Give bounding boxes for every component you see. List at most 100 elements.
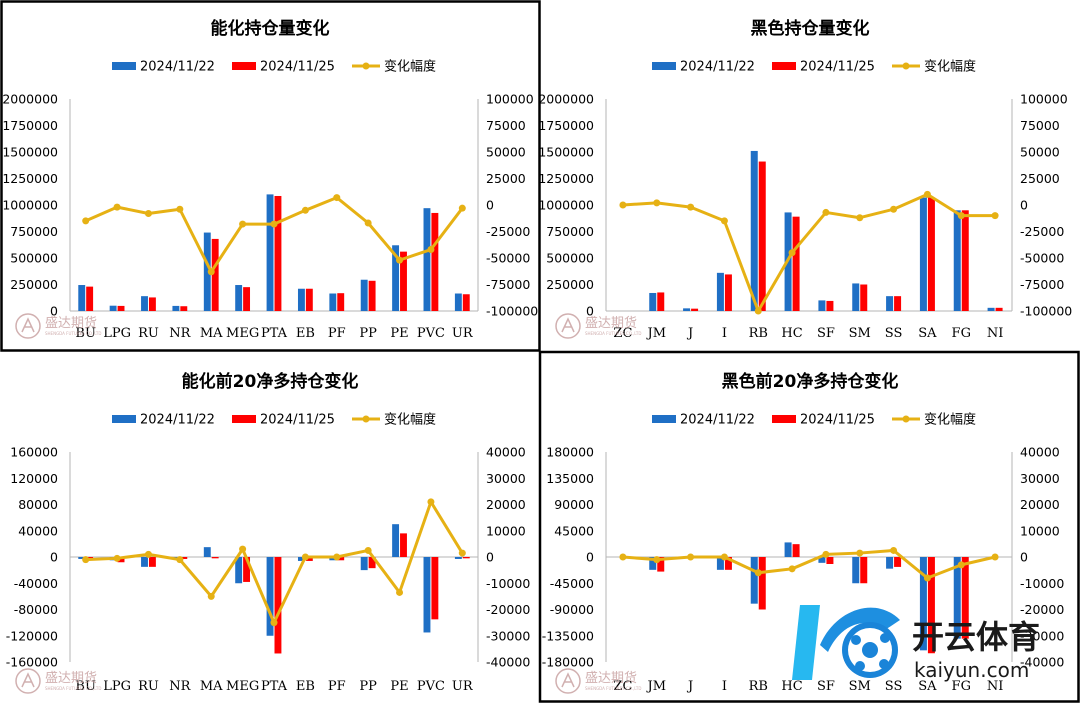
brand-ball-patch-4 bbox=[879, 659, 889, 669]
x-tick-label: LPG bbox=[103, 679, 131, 694]
bar-1-ma bbox=[203, 232, 211, 311]
y-tick-label: 250000 bbox=[546, 277, 594, 292]
bar-2-meg bbox=[243, 287, 251, 311]
bar-1-ru bbox=[141, 557, 148, 567]
bar-2-sm bbox=[860, 557, 868, 584]
bar-1-meg bbox=[235, 557, 243, 584]
y-tick-label: 1500000 bbox=[538, 145, 594, 160]
x-tick-label: NR bbox=[169, 679, 191, 694]
bar-1-ss bbox=[886, 296, 894, 311]
bar-1-sa bbox=[919, 197, 927, 311]
watermark-sub: SHENGDA FUTURES CO.,LTD bbox=[45, 686, 101, 691]
bar-1-pp bbox=[360, 279, 368, 311]
y-tick-label: 40000 bbox=[18, 523, 58, 538]
y2-tick-label: -30000 bbox=[1020, 628, 1064, 643]
bar-1-hc bbox=[784, 542, 792, 557]
legend-swatch-1 bbox=[112, 62, 136, 70]
y2-tick-label: 10000 bbox=[486, 523, 526, 538]
bar-1-ur bbox=[454, 293, 462, 311]
y-tick-label: -90000 bbox=[550, 602, 594, 617]
line-point-sm bbox=[856, 549, 864, 557]
x-tick-label: I bbox=[722, 679, 727, 694]
bar-2-ni bbox=[995, 307, 1003, 311]
y-tick-label: 135000 bbox=[546, 471, 594, 486]
bar-1-pf bbox=[329, 293, 337, 311]
bar-2-pp bbox=[368, 280, 376, 311]
y-tick-label: 1250000 bbox=[538, 171, 594, 186]
line-point-pvc bbox=[427, 498, 435, 506]
line-point-hc bbox=[788, 249, 796, 257]
panel-border-top-left bbox=[0, 0, 541, 352]
watermark-text: 盛达期货 bbox=[45, 315, 97, 331]
x-tick-label: SS bbox=[885, 326, 903, 341]
x-tick-label: LPG bbox=[103, 326, 131, 341]
y2-tick-label: 30000 bbox=[486, 471, 526, 486]
line-point-ni bbox=[991, 553, 999, 561]
x-tick-label: NI bbox=[987, 326, 1004, 341]
bar-2-rb bbox=[758, 161, 766, 311]
line-point-ss bbox=[890, 205, 898, 213]
legend-label-1: 2024/11/22 bbox=[680, 413, 755, 428]
x-tick-label: RU bbox=[138, 679, 159, 694]
bar-2-pvc bbox=[431, 557, 439, 620]
line-point-sa bbox=[923, 574, 931, 582]
chart-title: 黑色持仓量变化 bbox=[751, 18, 870, 39]
x-tick-label: J bbox=[686, 326, 693, 341]
bar-1-ma bbox=[203, 547, 211, 557]
y2-tick-label: 0 bbox=[1020, 550, 1028, 565]
panel-border-bottom-right bbox=[538, 350, 1080, 703]
y-tick-label: -120000 bbox=[6, 628, 58, 643]
line-point-bu bbox=[82, 556, 90, 564]
y-tick-label: 80000 bbox=[18, 497, 58, 512]
bar-2-rb bbox=[758, 557, 766, 610]
line-point-ni bbox=[991, 212, 999, 220]
line-point-pf bbox=[333, 553, 341, 561]
x-tick-label: PTA bbox=[261, 679, 288, 694]
y2-tick-label: 75000 bbox=[486, 118, 526, 133]
y-tick-label: 2000000 bbox=[2, 92, 58, 107]
line-point-pp bbox=[364, 219, 372, 227]
bar-1-i bbox=[716, 557, 724, 570]
legend-label-3: 变化幅度 bbox=[384, 59, 436, 75]
bar-2-hc bbox=[792, 544, 800, 557]
x-tick-label: SM bbox=[849, 679, 871, 694]
watermark-mark bbox=[561, 672, 575, 688]
legend-label-2: 2024/11/25 bbox=[260, 60, 335, 75]
y2-tick-label: 100000 bbox=[486, 92, 534, 107]
bar-1-bu bbox=[78, 557, 86, 559]
y-tick-label: 750000 bbox=[546, 224, 594, 239]
y2-tick-label: 75000 bbox=[1020, 118, 1060, 133]
y2-tick-label: -20000 bbox=[486, 602, 530, 617]
bar-2-bu bbox=[86, 286, 94, 311]
bar-2-ss bbox=[894, 296, 902, 311]
y-tick-label: 250000 bbox=[10, 277, 58, 292]
y2-tick-label: 10000 bbox=[1020, 523, 1060, 538]
bar-series-group bbox=[78, 524, 470, 654]
y-tick-label: 45000 bbox=[554, 523, 594, 538]
y2-tick-label: -50000 bbox=[1020, 251, 1064, 266]
line-point-hc bbox=[788, 565, 796, 573]
x-tick-label: UR bbox=[452, 679, 474, 694]
bar-2-eb bbox=[305, 557, 313, 561]
chart-title: 能化前20净多持仓变化 bbox=[182, 371, 359, 392]
bar-1-pp bbox=[360, 557, 368, 571]
line-point-ru bbox=[144, 550, 152, 558]
line-point-j bbox=[687, 203, 695, 211]
chart-title: 黑色前20净多持仓变化 bbox=[722, 371, 899, 392]
line-series bbox=[622, 192, 996, 313]
bar-1-jm bbox=[649, 557, 657, 570]
x-tick-label: PE bbox=[390, 326, 408, 341]
x-tick-label: PP bbox=[359, 679, 377, 694]
bar-1-lpg bbox=[109, 305, 117, 311]
y-tick-label: 0 bbox=[586, 550, 594, 565]
line-point-pf bbox=[333, 194, 341, 202]
bar-1-sm bbox=[852, 557, 860, 584]
bar-2-ur bbox=[462, 294, 470, 311]
line-point-i bbox=[720, 553, 728, 561]
brand-name: 开云体育 bbox=[912, 618, 1040, 656]
bar-2-lpg bbox=[117, 557, 125, 563]
y-tick-label: -160000 bbox=[6, 655, 58, 670]
